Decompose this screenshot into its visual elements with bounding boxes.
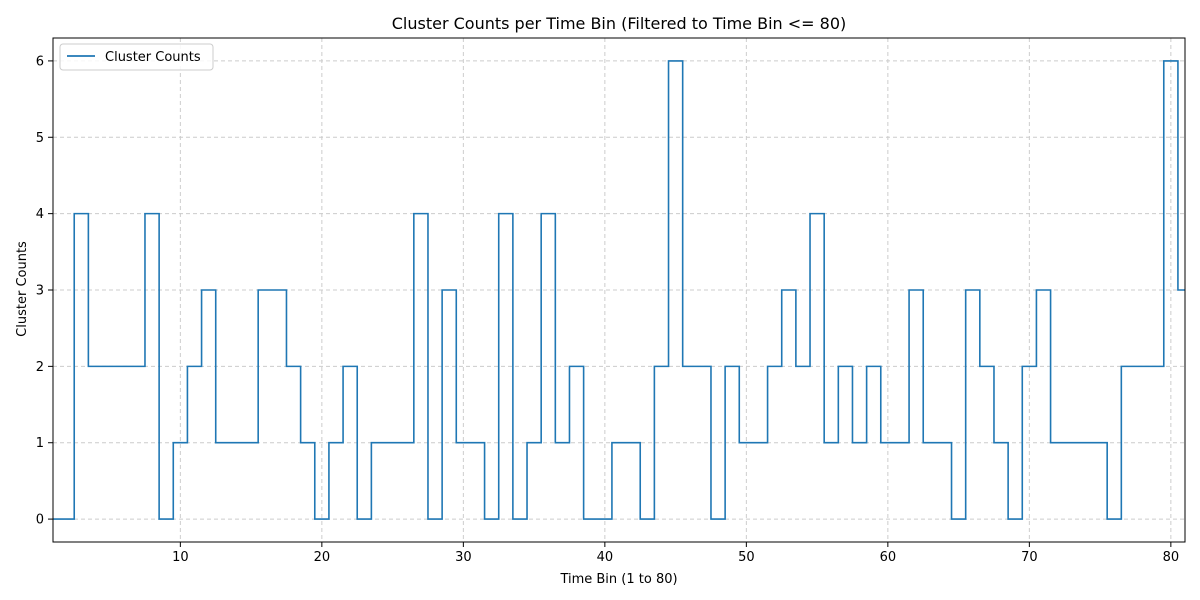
- x-axis-title: Time Bin (1 to 80): [559, 572, 677, 587]
- x-tick-label: 30: [455, 550, 472, 565]
- y-tick-label: 4: [36, 207, 44, 222]
- x-tick-label: 10: [172, 550, 189, 565]
- x-tick-label: 40: [597, 550, 614, 565]
- y-tick-label: 2: [36, 360, 44, 375]
- grid: [53, 38, 1185, 542]
- y-tick-label: 6: [36, 54, 44, 69]
- x-tick-label: 70: [1021, 550, 1038, 565]
- legend-box: [59, 43, 214, 71]
- legend: Cluster Counts: [59, 43, 214, 71]
- chart-title: Cluster Counts per Time Bin (Filtered to…: [392, 14, 847, 33]
- y-axis-ticks: 0 1 2 3 4 5 6: [36, 54, 53, 528]
- y-tick-label: 0: [36, 513, 44, 528]
- x-tick-label: 20: [314, 550, 331, 565]
- y-tick-label: 5: [36, 131, 44, 146]
- x-tick-label: 80: [1163, 550, 1180, 565]
- series-layer: [53, 60, 1185, 520]
- x-axis-ticks: 10 20 30 40 50 60 70 80: [172, 542, 1179, 565]
- y-tick-label: 3: [36, 284, 44, 299]
- y-axis-title: Cluster Counts: [15, 241, 30, 337]
- x-tick-label: 60: [880, 550, 897, 565]
- series-line-cluster-counts: [53, 60, 1185, 520]
- x-tick-label: 50: [738, 550, 755, 565]
- y-tick-label: 1: [36, 436, 44, 451]
- legend-label-cluster-counts: Cluster Counts: [105, 50, 201, 65]
